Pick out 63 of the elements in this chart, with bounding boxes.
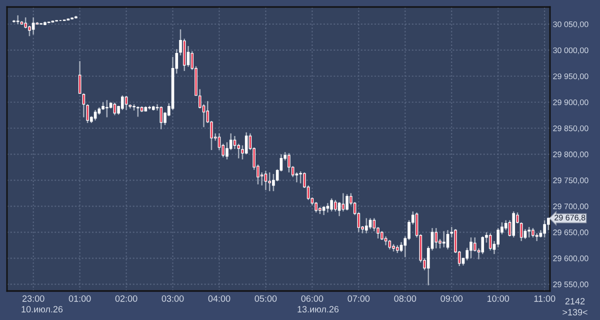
y-tick-label: 29 850,00	[553, 125, 588, 132]
candlestick	[272, 173, 275, 192]
x-tick-label: 05:00	[254, 295, 277, 302]
x-tick-label: 01:00	[68, 295, 91, 302]
y-tick-label: 29 900,00	[553, 99, 588, 106]
text: 13.июл.26	[298, 306, 339, 312]
x-tick-label: 10:00	[487, 295, 510, 302]
candlestick	[520, 222, 523, 242]
candlestick	[94, 109, 97, 122]
candlestick	[264, 170, 268, 191]
y-tick-label: 29 550,00	[553, 282, 588, 288]
candlestick	[113, 102, 116, 116]
text: 2142	[565, 298, 585, 304]
text: 10.июл.26	[22, 306, 63, 312]
candlestick	[24, 16, 28, 29]
candlestick	[512, 210, 516, 238]
candlestick	[368, 218, 372, 230]
x-tick-label: 08:00	[394, 295, 416, 302]
candlestick	[442, 230, 446, 248]
x-tick-label: 03:00	[162, 295, 184, 302]
candlestick	[543, 220, 546, 238]
candlestick	[365, 218, 368, 234]
candlestick	[268, 172, 272, 192]
candlestick	[547, 217, 550, 231]
y-tick-label: 29 950,00	[553, 73, 588, 80]
candlestick	[400, 241, 403, 253]
candlestick	[136, 106, 140, 118]
candlestick	[330, 198, 333, 212]
candlestick	[434, 227, 438, 249]
candlestick	[528, 226, 530, 238]
y-tick-label: 29 650,00	[553, 230, 588, 236]
y-tick-label: 30 050,00	[553, 21, 588, 28]
text: >139<	[562, 309, 588, 316]
candlestick	[388, 239, 392, 250]
candlestick	[338, 201, 341, 217]
candlestick	[372, 218, 376, 232]
y-tick-label: 29 600,00	[553, 256, 588, 262]
candlestick	[346, 194, 348, 211]
x-tick-label: 09:00	[440, 295, 463, 302]
x-tick-label: 23:00	[22, 295, 44, 302]
candlestick	[160, 106, 163, 130]
x-tick-label: 07:00	[348, 295, 370, 302]
candlestick	[106, 99, 108, 118]
y-tick-label: 30 000,00	[553, 47, 588, 54]
candlestick	[334, 199, 337, 212]
candlestick	[314, 201, 318, 214]
candlestick	[299, 170, 302, 184]
x-tick-label: 06:00	[301, 295, 324, 302]
candlestick	[244, 132, 248, 155]
candlestick	[121, 94, 124, 111]
candlestick	[532, 227, 534, 238]
candlestick	[124, 95, 128, 111]
y-tick-label: 29 800,00	[553, 151, 588, 158]
x-tick-label: 04:00	[208, 295, 230, 302]
x-tick-label: 02:00	[115, 295, 138, 302]
candlestick	[488, 232, 492, 252]
x-tick-label: 11:00	[534, 295, 556, 302]
candlestick	[288, 152, 290, 174]
candlestick	[16, 14, 20, 25]
candlestick	[470, 236, 472, 259]
y-tick-label: 29 700,00	[553, 204, 588, 210]
text: 29 676,8	[554, 214, 586, 222]
y-tick-label: 29 750,00	[553, 178, 588, 184]
